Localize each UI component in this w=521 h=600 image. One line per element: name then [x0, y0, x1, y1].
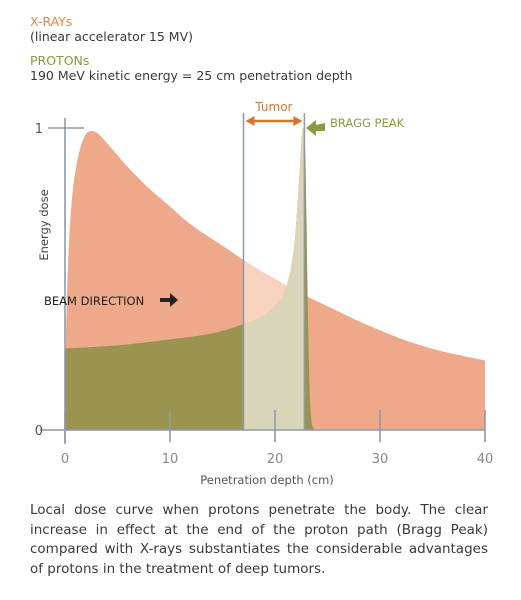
legend-xray-subtitle: (linear accelerator 15 MV): [30, 29, 194, 44]
y-tick-label: 1: [35, 122, 43, 137]
chart-annotations: Tumor BRAGG PEAK BEAM DIRECTION: [44, 100, 405, 430]
beam-direction-arrow: [160, 293, 178, 307]
x-tick-label: 0: [61, 452, 69, 467]
y-tick-label: 0: [35, 424, 43, 439]
tumor-label: Tumor: [254, 100, 292, 114]
x-tick-label: 40: [477, 452, 494, 467]
dose-chart: 0 10 20 30 40 0 1 Penetration depth (cm) Energy …: [35, 100, 494, 487]
legend-xray-title: X-RAYs: [30, 14, 73, 29]
legend-proton-subtitle: 190 MeV kinetic energy = 25 cm penetrati…: [30, 68, 353, 83]
x-tick-label: 20: [267, 452, 284, 467]
x-tick-label: 30: [372, 452, 389, 467]
x-axis-label: Penetration depth (cm): [200, 473, 334, 487]
tumor-arrow-left-head: [245, 116, 255, 126]
legend: X-RAYs (linear accelerator 15 MV) PROTON…: [30, 14, 510, 83]
legend-proton-title: PROTONs: [30, 53, 90, 68]
proton-dose-area-tumor: [243, 127, 305, 430]
bragg-peak-arrow: [306, 120, 325, 136]
chart-caption: Local dose curve when protons penetrate …: [30, 502, 488, 577]
tumor-arrow-right-head: [293, 116, 303, 126]
y-axis-label: Energy dose: [37, 189, 51, 260]
x-tick-label: 10: [162, 452, 179, 467]
beam-direction-label: BEAM DIRECTION: [44, 294, 144, 308]
chart-axes: 0 10 20 30 40 0 1 Penetration depth (cm) Energy …: [35, 118, 494, 487]
bragg-peak-label: BRAGG PEAK: [330, 116, 405, 130]
chart-areas: [65, 127, 485, 430]
